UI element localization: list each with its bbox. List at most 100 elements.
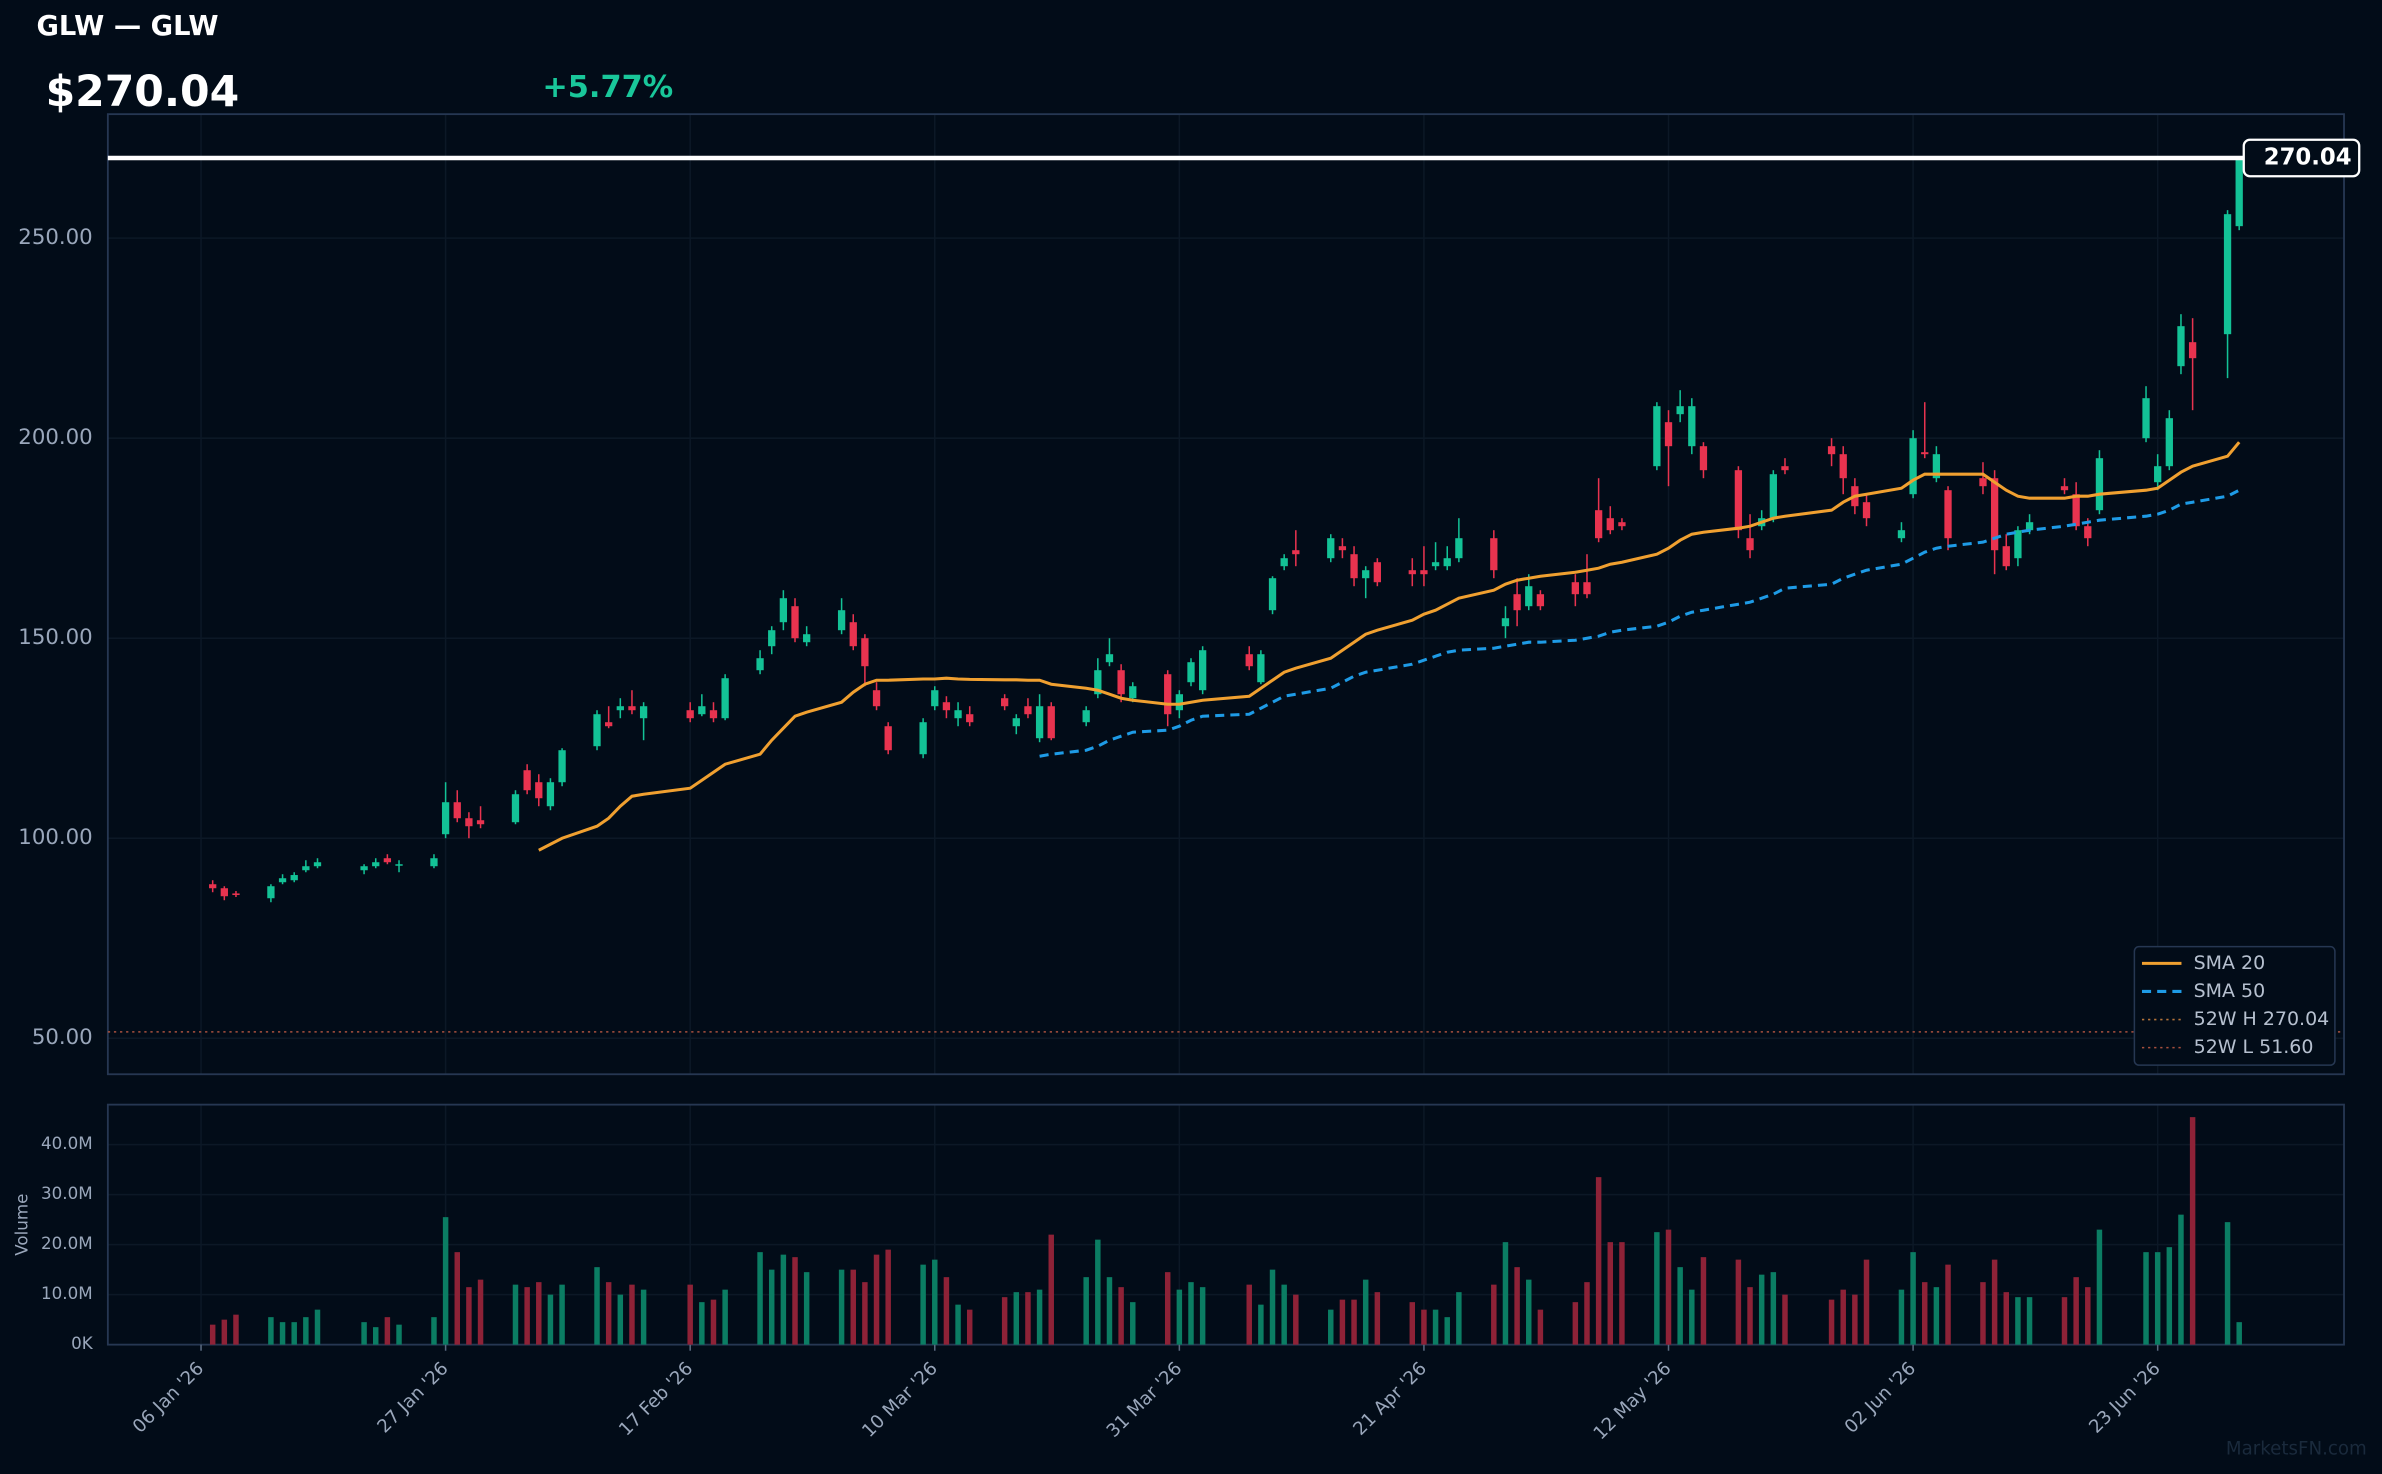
y-tick-label: 150.00: [18, 625, 92, 650]
candle-body: [1979, 478, 1987, 487]
sma-line: [538, 441, 2241, 852]
volume-bar: [687, 1284, 693, 1345]
candle-body: [2177, 326, 2185, 367]
candle-body: [861, 638, 869, 667]
candle-body: [721, 678, 729, 719]
candle-body: [1839, 454, 1847, 479]
candle-body: [837, 610, 846, 631]
candle-body: [1536, 594, 1545, 607]
candle-body: [1862, 502, 1871, 519]
candle-body: [1571, 582, 1579, 595]
volume-bar: [233, 1314, 239, 1345]
candle-body: [1734, 470, 1743, 531]
candle-body: [919, 722, 927, 755]
volume-bar: [477, 1279, 484, 1345]
volume-bar: [1269, 1269, 1276, 1345]
volume-bar: [1572, 1302, 1579, 1345]
volume-panel: [106, 1103, 2345, 1346]
y-tick-label: 200.00: [18, 425, 92, 450]
volume-bar: [850, 1269, 856, 1345]
candle-body: [1327, 538, 1335, 559]
volume-bar: [1421, 1309, 1427, 1345]
volume-bar: [2085, 1287, 2091, 1345]
volume-bar: [1199, 1287, 1206, 1345]
candle-body: [360, 866, 368, 871]
volume-bar: [1106, 1277, 1113, 1345]
candle-body: [1431, 562, 1440, 567]
volume-bar: [722, 1289, 728, 1345]
volume-bar: [838, 1269, 845, 1345]
candle-body: [616, 706, 624, 711]
candle-body: [2014, 530, 2022, 559]
volume-bar: [1095, 1239, 1101, 1345]
volume-bar: [1607, 1242, 1614, 1345]
volume-bar: [1863, 1259, 1870, 1345]
candle-body: [779, 598, 788, 623]
volume-bar: [699, 1302, 705, 1345]
candle-body: [2060, 486, 2069, 491]
volume-bar: [1036, 1289, 1043, 1345]
candle-body: [768, 630, 776, 647]
candle-body: [1781, 466, 1789, 471]
candle-body: [1175, 694, 1183, 711]
price-tag: [2242, 138, 2361, 178]
volume-bar: [1444, 1317, 1450, 1345]
volume-bar: [1910, 1252, 1916, 1345]
volume-bar: [617, 1294, 624, 1345]
volume-bar: [792, 1257, 798, 1345]
volume-bar: [966, 1309, 973, 1345]
candle-body: [430, 858, 438, 867]
volume-bar: [268, 1317, 274, 1345]
volume-bar: [1176, 1289, 1183, 1345]
candle-body: [1699, 446, 1708, 471]
volume-bar: [209, 1324, 216, 1345]
candle-body: [2025, 522, 2034, 531]
candle-body: [1490, 538, 1498, 571]
candle-body: [1606, 518, 1614, 531]
volume-bar: [1001, 1297, 1008, 1345]
volume-bar: [885, 1249, 891, 1345]
volume-tick-label: 0K: [71, 1333, 94, 1353]
volume-bar: [1898, 1289, 1905, 1345]
candle-body: [1280, 558, 1288, 567]
volume-bar: [1328, 1309, 1334, 1345]
candle-body: [546, 782, 555, 807]
volume-bar: [2236, 1322, 2242, 1345]
candle-body: [884, 726, 892, 751]
volume-bar: [1130, 1302, 1136, 1345]
legend-label: 52W H 270.04: [2194, 1008, 2330, 1030]
volume-bar: [768, 1269, 775, 1345]
volume-bar: [1945, 1264, 1951, 1345]
volume-bar: [1595, 1177, 1602, 1345]
volume-bar: [1048, 1234, 1054, 1345]
candle-body: [1047, 706, 1055, 739]
volume-bar: [757, 1252, 763, 1345]
volume-axis-label: Volume: [11, 1194, 31, 1256]
candle-body: [453, 802, 461, 819]
candle-body: [1164, 674, 1172, 715]
candle-body: [465, 818, 473, 827]
volume-bar: [1246, 1284, 1252, 1345]
candle-body: [2072, 494, 2080, 527]
candle-body: [2002, 546, 2010, 567]
volume-bar: [2003, 1292, 2010, 1345]
volume-bar: [1689, 1289, 1695, 1345]
candle-body: [605, 722, 613, 727]
candle-body: [278, 878, 287, 883]
volume-bar: [1782, 1294, 1788, 1345]
price-tag-label: 270.04: [2264, 144, 2352, 170]
candle-body: [1594, 510, 1603, 539]
volume-bar: [1758, 1274, 1765, 1345]
volume-bar: [2143, 1252, 2149, 1345]
volume-bar: [1980, 1282, 1986, 1345]
volume-bar: [1432, 1309, 1439, 1345]
volume-bar: [2096, 1229, 2103, 1345]
candle-body: [383, 858, 392, 863]
volume-bar: [1188, 1282, 1194, 1345]
candle-body: [2095, 458, 2104, 511]
candle-body: [931, 690, 939, 707]
volume-bar: [780, 1254, 787, 1345]
legend-label: 52W L 51.60: [2194, 1036, 2314, 1058]
volume-bar: [1700, 1257, 1707, 1345]
